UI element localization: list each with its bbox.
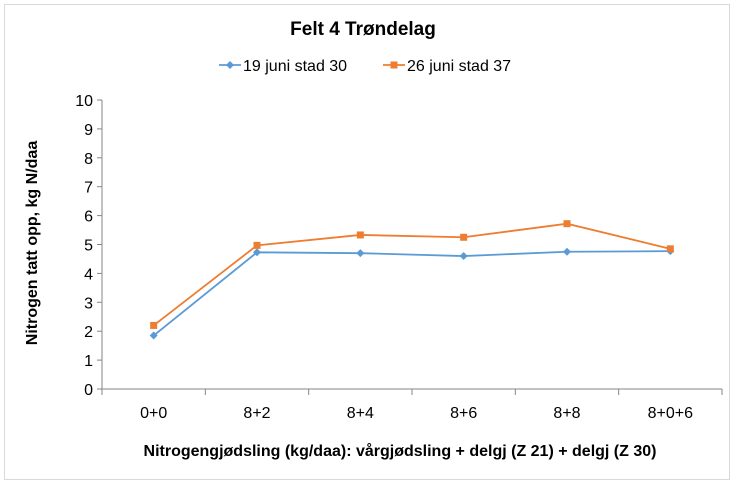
- data-point: [150, 321, 158, 329]
- y-tick-label: 3: [84, 295, 93, 312]
- legend-label: 26 juni stad 37: [407, 58, 511, 75]
- chart-title: Felt 4 Trøndelag: [290, 19, 436, 40]
- data-point: [459, 252, 468, 261]
- data-point: [253, 241, 261, 249]
- x-tick-label: 8+4: [347, 405, 374, 422]
- y-axis: 0 1 2 3 4 5 6 7 8 9 10: [75, 93, 103, 399]
- legend-item-2: 26 juni stad 37: [383, 58, 511, 75]
- series-line: [153, 250, 671, 337]
- legend-label: 19 juni stad 30: [243, 58, 347, 75]
- y-tick-label: 6: [84, 209, 93, 226]
- chart-frame: [4, 4, 730, 480]
- y-tick-label: 2: [84, 324, 93, 341]
- data-point: [563, 220, 571, 228]
- legend: 19 juni stad 30 26 juni stad 37: [219, 58, 511, 75]
- series-2: [150, 220, 674, 329]
- legend-marker: [226, 61, 234, 69]
- x-tick-label: 0+0: [140, 405, 167, 422]
- x-tick-label: 8+2: [243, 405, 270, 422]
- y-tick-label: 5: [84, 238, 93, 255]
- legend-item-1: 19 juni stad 30: [219, 58, 347, 75]
- y-tick-label: 10: [75, 93, 93, 110]
- series-line: [153, 222, 671, 327]
- data-point: [460, 233, 468, 241]
- series-layer: [149, 220, 675, 340]
- data-point: [149, 331, 158, 340]
- y-axis-label: Nitrogen tatt opp, kg N/daa: [24, 141, 41, 346]
- data-point: [356, 249, 365, 258]
- series-1: [149, 247, 675, 340]
- y-tick-label: 9: [84, 122, 93, 139]
- y-tick-label: 4: [84, 266, 93, 283]
- y-tick-label: 7: [84, 180, 93, 197]
- x-tick-label: 8+0+6: [648, 405, 693, 422]
- y-tick-label: 8: [84, 151, 93, 168]
- x-axis-label: Nitrogengjødsling (kg/daa): vårgjødsling…: [144, 442, 657, 460]
- data-point: [356, 231, 364, 239]
- x-tick-label: 8+6: [450, 405, 477, 422]
- data-point: [563, 247, 571, 256]
- data-point: [253, 248, 261, 257]
- x-axis: 0+0 8+2 8+4 8+6 8+8 8+0+6: [101, 388, 723, 422]
- x-tick-label: 8+8: [553, 405, 580, 422]
- y-tick-label: 0: [84, 382, 93, 399]
- data-point: [666, 245, 674, 253]
- y-tick-label: 1: [84, 353, 93, 370]
- legend-marker: [390, 61, 398, 69]
